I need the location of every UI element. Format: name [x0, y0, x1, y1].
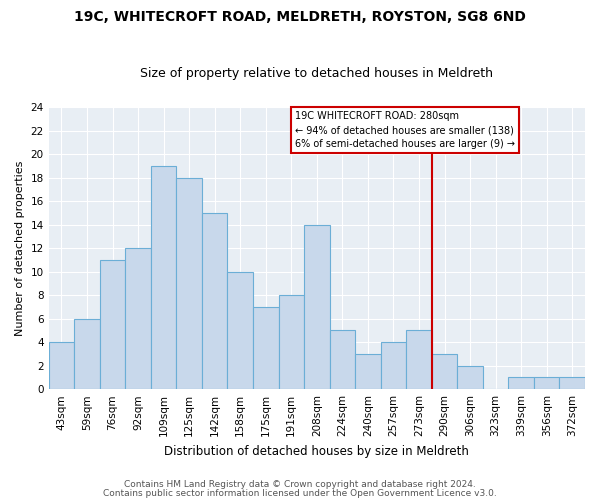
- Bar: [508, 378, 534, 389]
- Bar: [380, 342, 406, 389]
- Bar: [125, 248, 151, 389]
- Bar: [100, 260, 125, 389]
- Bar: [227, 272, 253, 389]
- Bar: [176, 178, 202, 389]
- X-axis label: Distribution of detached houses by size in Meldreth: Distribution of detached houses by size …: [164, 444, 469, 458]
- Bar: [49, 342, 74, 389]
- Text: Contains public sector information licensed under the Open Government Licence v3: Contains public sector information licen…: [103, 489, 497, 498]
- Bar: [329, 330, 355, 389]
- Text: Contains HM Land Registry data © Crown copyright and database right 2024.: Contains HM Land Registry data © Crown c…: [124, 480, 476, 489]
- Text: 19C, WHITECROFT ROAD, MELDRETH, ROYSTON, SG8 6ND: 19C, WHITECROFT ROAD, MELDRETH, ROYSTON,…: [74, 10, 526, 24]
- Bar: [202, 213, 227, 389]
- Bar: [534, 378, 559, 389]
- Title: Size of property relative to detached houses in Meldreth: Size of property relative to detached ho…: [140, 66, 493, 80]
- Bar: [457, 366, 483, 389]
- Bar: [278, 295, 304, 389]
- Bar: [151, 166, 176, 389]
- Bar: [406, 330, 432, 389]
- Bar: [355, 354, 380, 389]
- Bar: [253, 307, 278, 389]
- Bar: [559, 378, 585, 389]
- Text: 19C WHITECROFT ROAD: 280sqm
← 94% of detached houses are smaller (138)
6% of sem: 19C WHITECROFT ROAD: 280sqm ← 94% of det…: [295, 112, 515, 150]
- Bar: [432, 354, 457, 389]
- Bar: [74, 318, 100, 389]
- Y-axis label: Number of detached properties: Number of detached properties: [15, 160, 25, 336]
- Bar: [304, 224, 329, 389]
